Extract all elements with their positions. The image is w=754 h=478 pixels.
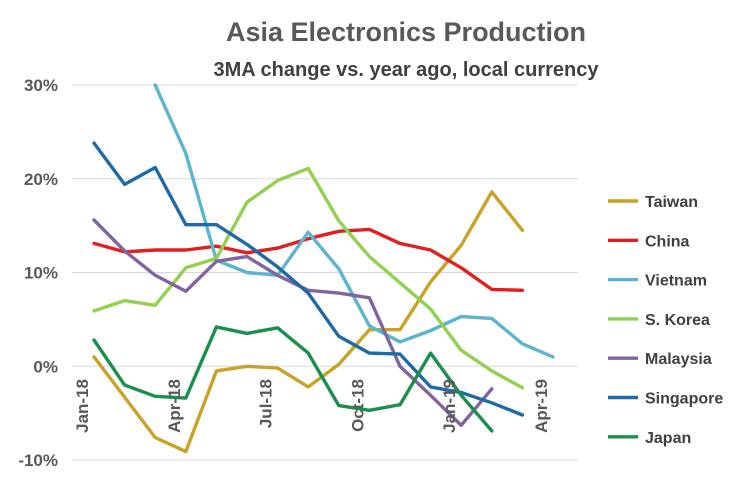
legend-label: Singapore bbox=[645, 391, 723, 408]
series-line-vietnam bbox=[153, 83, 555, 359]
series-line-taiwan bbox=[92, 190, 525, 454]
y-tick-label: 30% bbox=[24, 76, 58, 95]
series-lines bbox=[92, 83, 555, 454]
series-line-s-korea bbox=[92, 166, 525, 390]
series-line-singapore bbox=[92, 141, 525, 417]
chart-subtitle: 3MA change vs. year ago, local currency bbox=[214, 59, 600, 81]
x-tick-label: Apr-18 bbox=[165, 379, 184, 433]
y-tick-label: 20% bbox=[24, 170, 58, 189]
series-line-malaysia bbox=[92, 218, 494, 427]
x-tick-label: Jul-18 bbox=[257, 379, 276, 428]
series-line-japan bbox=[92, 325, 494, 433]
y-tick-label: -10% bbox=[18, 451, 58, 470]
series-line-china bbox=[92, 227, 525, 292]
legend-label: Japan bbox=[645, 430, 691, 447]
legend: Taiwan China Vietnam S. Korea Malaysia Singap… bbox=[608, 194, 723, 447]
legend-label: Taiwan bbox=[645, 194, 698, 211]
x-tick-label: Jan-19 bbox=[440, 379, 459, 433]
y-tick-label: 0% bbox=[33, 357, 58, 376]
gridlines bbox=[72, 84, 578, 461]
y-tick-label: 10% bbox=[24, 264, 58, 283]
legend-label: China bbox=[645, 233, 690, 250]
x-tick-label: Oct-18 bbox=[348, 379, 367, 432]
y-axis-ticks: -10% 0% 10% 20% 30% bbox=[18, 76, 58, 470]
x-tick-label: Apr-19 bbox=[532, 379, 551, 433]
x-tick-label: Jan-18 bbox=[73, 379, 92, 433]
legend-label: Vietnam bbox=[645, 273, 707, 290]
legend-label: Malaysia bbox=[645, 351, 712, 368]
x-axis-ticks: Jan-18 Apr-18 Jul-18 Oct-18 Jan-19 Apr-19 bbox=[73, 379, 551, 433]
chart-title: Asia Electronics Production bbox=[226, 17, 586, 47]
legend-label: S. Korea bbox=[645, 312, 710, 329]
